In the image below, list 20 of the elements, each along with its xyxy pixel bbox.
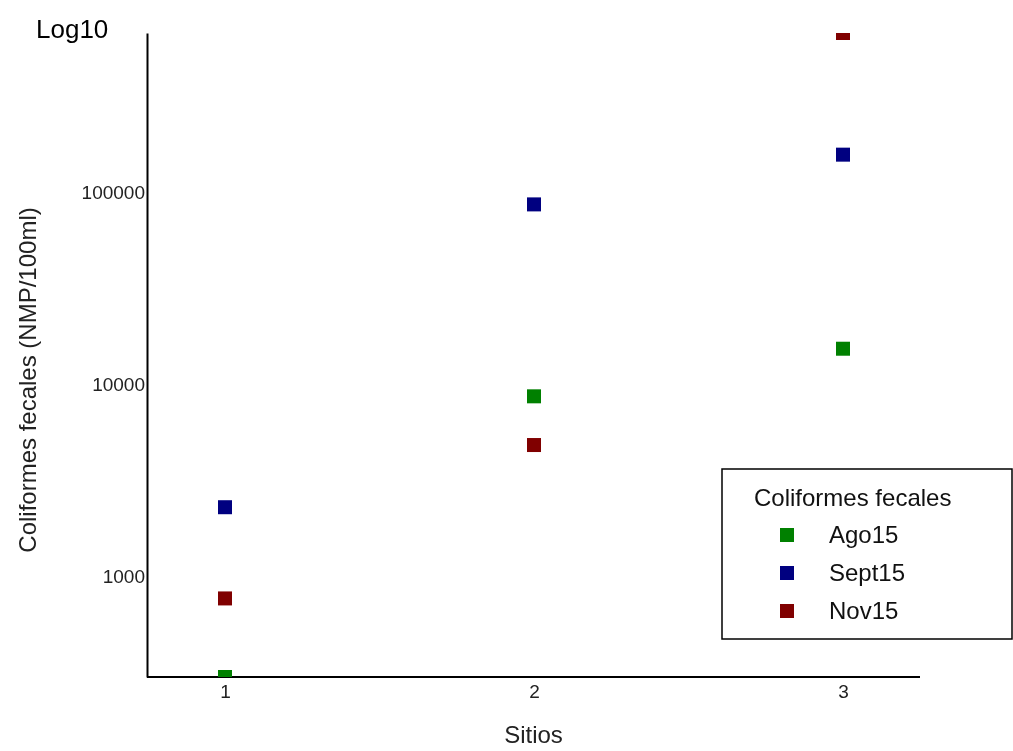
point bbox=[218, 500, 232, 515]
x-tick-label: 1 bbox=[220, 681, 231, 703]
y-axis-title: Coliformes fecales (NMP/100ml) bbox=[14, 207, 41, 553]
y-tick-label: 100000 bbox=[81, 182, 145, 204]
point bbox=[527, 389, 541, 404]
point bbox=[218, 591, 232, 606]
legend-label: Nov15 bbox=[829, 597, 899, 624]
legend-title: Coliformes fecales bbox=[754, 484, 952, 511]
text: Log10 bbox=[36, 14, 109, 44]
y-tick-label: 10000 bbox=[92, 374, 145, 396]
legend-label: Ago15 bbox=[829, 521, 899, 548]
x-tick-label: 3 bbox=[838, 681, 849, 703]
legend-label: Sept15 bbox=[829, 559, 906, 586]
y-tick-label: 1000 bbox=[102, 566, 145, 588]
x-axis-title: Sitios bbox=[504, 721, 563, 748]
point bbox=[527, 438, 541, 453]
point bbox=[836, 147, 850, 162]
point bbox=[836, 341, 850, 356]
point bbox=[527, 197, 541, 212]
x-tick-label: 2 bbox=[529, 681, 540, 703]
